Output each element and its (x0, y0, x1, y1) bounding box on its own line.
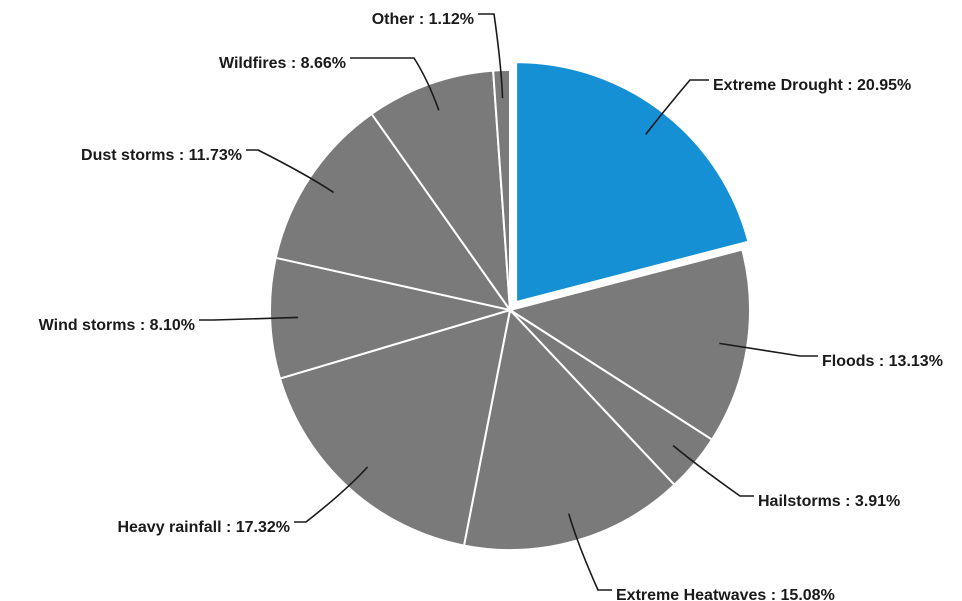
leader-line-hailstorms (672, 444, 754, 497)
slice-label-floods: Floods : 13.13% (822, 353, 943, 370)
slices-layer (269, 61, 751, 551)
pie-slice-other (492, 68, 511, 311)
leader-line-extreme-heatwaves (567, 513, 612, 591)
leader-line-floods (719, 342, 818, 357)
leader-line-wildfires (350, 57, 440, 111)
pie-slice-dust-storms (274, 112, 513, 312)
leader-line-extreme-drought (645, 79, 709, 135)
slice-label-wind-storms: Wind storms : 8.10% (39, 317, 195, 334)
slice-label-heavy-rainfall: Heavy rainfall : 17.32% (117, 519, 290, 536)
slice-label-extreme-heatwaves: Extreme Heatwaves : 15.08% (616, 587, 835, 601)
pie-slice-wildfires (370, 69, 512, 314)
slice-label-dust-storms: Dust storms : 11.73% (81, 147, 242, 164)
leader-lines-layer (199, 13, 818, 591)
slice-label-hailstorms: Hailstorms : 3.91% (758, 493, 900, 510)
leader-line-wind-storms (199, 316, 299, 321)
slice-label-other: Other : 1.12% (372, 11, 474, 28)
labels-layer: Extreme Drought : 20.95% Floods : 13.13% H… (39, 11, 943, 601)
pie-slice-heavy-rainfall (278, 308, 512, 547)
leader-line-other (478, 13, 504, 99)
pie-slice-extreme-heatwaves (462, 307, 676, 551)
leader-line-heavy-rainfall (294, 466, 369, 523)
leader-line-dust-storms (246, 149, 335, 194)
slice-label-wildfires: Wildfires : 8.66% (219, 55, 346, 72)
slice-label-extreme-drought: Extreme Drought : 20.95% (713, 77, 911, 94)
